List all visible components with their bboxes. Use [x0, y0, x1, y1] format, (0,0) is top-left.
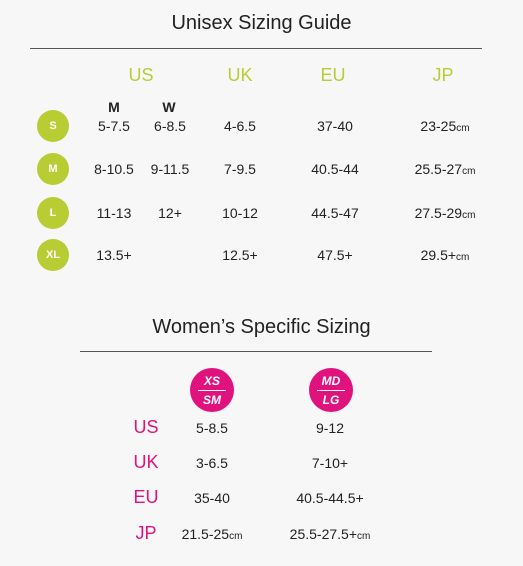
- badge-bottom: SM: [203, 392, 221, 407]
- eu-value: 37-40: [317, 118, 353, 134]
- eu-value: 44.5-47: [311, 205, 359, 221]
- jp-value: 25.5-27cm: [400, 161, 490, 177]
- uk-value: 4-6.5: [224, 118, 256, 134]
- md-lg-value: 9-12: [270, 420, 390, 436]
- size-label: M: [48, 163, 58, 175]
- size-label: S: [49, 120, 57, 132]
- size-label: L: [49, 207, 57, 219]
- xs-sm-number: 5-8.5: [196, 420, 228, 436]
- us-women-value: 6-8.5: [154, 118, 186, 134]
- xs-sm-value: 21.5-25cm: [162, 526, 262, 542]
- jp-number: 29.5+: [420, 247, 457, 263]
- xs-sm-unit: cm: [229, 531, 243, 542]
- us-men-value: 13.5+: [96, 247, 132, 263]
- md-lg-number: 25.5-27.5+: [289, 526, 357, 542]
- badge-top: MD: [321, 373, 341, 388]
- xs-sm-number: 3-6.5: [196, 455, 228, 471]
- header-us: US: [128, 65, 154, 85]
- size-circle: M: [37, 153, 69, 185]
- jp-number: 23-25: [420, 118, 457, 134]
- size-circle: L: [37, 197, 69, 229]
- header-jp: JP: [432, 65, 454, 85]
- md-lg-value: 7-10+: [270, 455, 390, 471]
- jp-number: 27.5-29: [414, 205, 463, 221]
- us-men-label: M: [108, 99, 120, 115]
- md-lg-number: 9-12: [315, 420, 345, 436]
- size-circle: XL: [37, 239, 69, 271]
- jp-unit: cm: [462, 210, 476, 221]
- eu-value: 40.5-44: [311, 161, 359, 177]
- badge-top: XS: [203, 373, 220, 388]
- size-circle: S: [37, 110, 69, 142]
- womens-divider: [80, 351, 432, 352]
- womens-row-label: JP: [135, 523, 157, 543]
- us-women-value: 12+: [158, 205, 182, 221]
- md-lg-value: 40.5-44.5+: [270, 490, 390, 506]
- header-uk: UK: [227, 65, 253, 85]
- md-lg-number: 40.5-44.5+: [296, 490, 364, 506]
- badge-divider: [317, 389, 345, 391]
- unisex-divider: [30, 48, 482, 49]
- xs-sm-number: 21.5-25: [181, 526, 230, 542]
- size-badge-md-lg: MD LG: [309, 368, 353, 412]
- size-label: XL: [45, 249, 61, 261]
- md-lg-unit: cm: [357, 531, 371, 542]
- jp-value: 23-25cm: [400, 118, 490, 134]
- badge-bottom: LG: [322, 392, 340, 407]
- md-lg-number: 7-10+: [311, 455, 349, 471]
- header-eu: EU: [320, 65, 346, 85]
- us-men-value: 11-13: [96, 205, 132, 221]
- uk-value: 12.5+: [222, 247, 258, 263]
- uk-value: 10-12: [222, 205, 258, 221]
- xs-sm-value: 35-40: [162, 490, 262, 506]
- badge-divider: [198, 389, 226, 391]
- womens-row-label: US: [133, 417, 159, 437]
- womens-row-label: EU: [133, 487, 159, 507]
- unisex-title: Unisex Sizing Guide: [171, 12, 352, 34]
- md-lg-value: 25.5-27.5+cm: [270, 526, 390, 542]
- jp-unit: cm: [456, 252, 470, 263]
- us-women-label: W: [162, 99, 176, 115]
- eu-value: 47.5+: [317, 247, 353, 263]
- jp-value: 29.5+cm: [400, 247, 490, 263]
- uk-value: 7-9.5: [224, 161, 256, 177]
- jp-number: 25.5-27: [414, 161, 463, 177]
- jp-unit: cm: [462, 166, 476, 177]
- us-men-value: 8-10.5: [94, 161, 134, 177]
- womens-row-label: UK: [133, 452, 159, 472]
- xs-sm-value: 3-6.5: [162, 455, 262, 471]
- jp-unit: cm: [456, 123, 470, 134]
- womens-title: Women’s Specific Sizing: [152, 316, 371, 338]
- xs-sm-number: 35-40: [194, 490, 230, 506]
- us-women-value: 9-11.5: [150, 161, 190, 177]
- us-men-value: 5-7.5: [98, 118, 130, 134]
- xs-sm-value: 5-8.5: [162, 420, 262, 436]
- jp-value: 27.5-29cm: [400, 205, 490, 221]
- size-badge-xs-sm: XS SM: [190, 368, 234, 412]
